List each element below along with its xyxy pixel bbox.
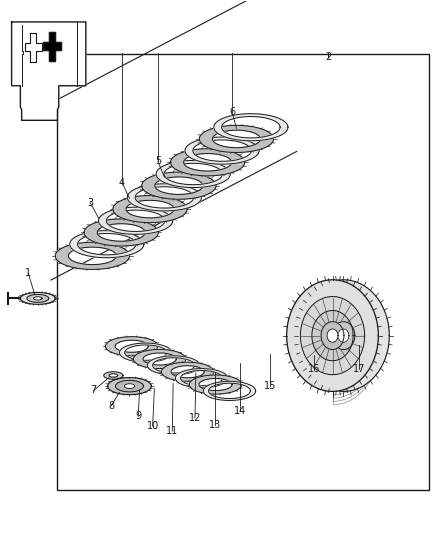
Text: 9: 9 [135,411,141,422]
Text: 11: 11 [166,426,178,437]
Polygon shape [332,321,355,350]
Bar [57,54,428,490]
Text: 5: 5 [155,156,161,166]
Polygon shape [214,114,288,141]
Polygon shape [12,22,86,120]
Polygon shape [300,296,364,375]
Polygon shape [156,160,230,188]
Polygon shape [104,372,123,379]
Polygon shape [25,33,42,62]
Polygon shape [175,369,228,387]
Text: 10: 10 [146,421,159,431]
Polygon shape [321,321,344,350]
Polygon shape [43,31,61,61]
Polygon shape [106,337,158,356]
Polygon shape [127,184,201,211]
Text: 7: 7 [91,385,97,395]
Polygon shape [297,280,389,391]
Text: 12: 12 [189,413,201,423]
Polygon shape [161,362,214,381]
Text: 2: 2 [325,52,331,61]
Polygon shape [20,293,55,304]
Polygon shape [108,377,151,394]
Text: 14: 14 [234,406,246,416]
Polygon shape [170,149,245,176]
Text: 3: 3 [87,198,93,208]
Polygon shape [338,329,349,342]
Text: 13: 13 [208,420,221,430]
Polygon shape [203,381,256,400]
Polygon shape [27,294,49,302]
Polygon shape [33,297,42,300]
Polygon shape [120,343,172,362]
Polygon shape [124,384,135,389]
Polygon shape [134,350,186,368]
Polygon shape [287,280,378,391]
Polygon shape [199,125,274,152]
Polygon shape [70,231,144,258]
Text: 8: 8 [108,401,114,411]
Text: 4: 4 [119,177,125,188]
Polygon shape [142,172,216,199]
Polygon shape [55,243,130,269]
Polygon shape [327,329,338,342]
Text: 16: 16 [308,364,320,374]
Polygon shape [312,311,353,361]
Polygon shape [189,375,242,394]
Polygon shape [116,381,144,392]
Polygon shape [99,207,173,235]
Text: 17: 17 [353,364,365,374]
Polygon shape [148,356,200,375]
Polygon shape [185,137,259,164]
Text: 6: 6 [229,107,235,117]
Polygon shape [113,196,187,223]
Text: 1: 1 [25,268,31,278]
Polygon shape [84,219,158,246]
Text: 15: 15 [264,381,276,391]
